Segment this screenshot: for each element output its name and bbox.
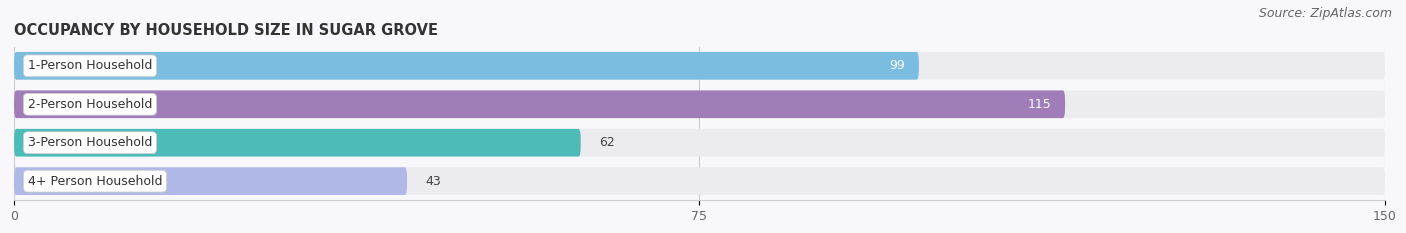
- Text: 2-Person Household: 2-Person Household: [28, 98, 152, 111]
- Text: 43: 43: [426, 175, 441, 188]
- FancyBboxPatch shape: [14, 52, 1385, 80]
- FancyBboxPatch shape: [14, 167, 408, 195]
- FancyBboxPatch shape: [14, 90, 1066, 118]
- FancyBboxPatch shape: [14, 129, 1385, 157]
- FancyBboxPatch shape: [14, 52, 920, 80]
- FancyBboxPatch shape: [14, 129, 581, 157]
- Text: OCCUPANCY BY HOUSEHOLD SIZE IN SUGAR GROVE: OCCUPANCY BY HOUSEHOLD SIZE IN SUGAR GRO…: [14, 24, 439, 38]
- Text: 115: 115: [1028, 98, 1052, 111]
- Text: 3-Person Household: 3-Person Household: [28, 136, 152, 149]
- Text: 99: 99: [890, 59, 905, 72]
- Text: 1-Person Household: 1-Person Household: [28, 59, 152, 72]
- FancyBboxPatch shape: [14, 90, 1385, 118]
- Text: Source: ZipAtlas.com: Source: ZipAtlas.com: [1258, 7, 1392, 20]
- Text: 4+ Person Household: 4+ Person Household: [28, 175, 162, 188]
- FancyBboxPatch shape: [14, 167, 1385, 195]
- Text: 62: 62: [599, 136, 614, 149]
